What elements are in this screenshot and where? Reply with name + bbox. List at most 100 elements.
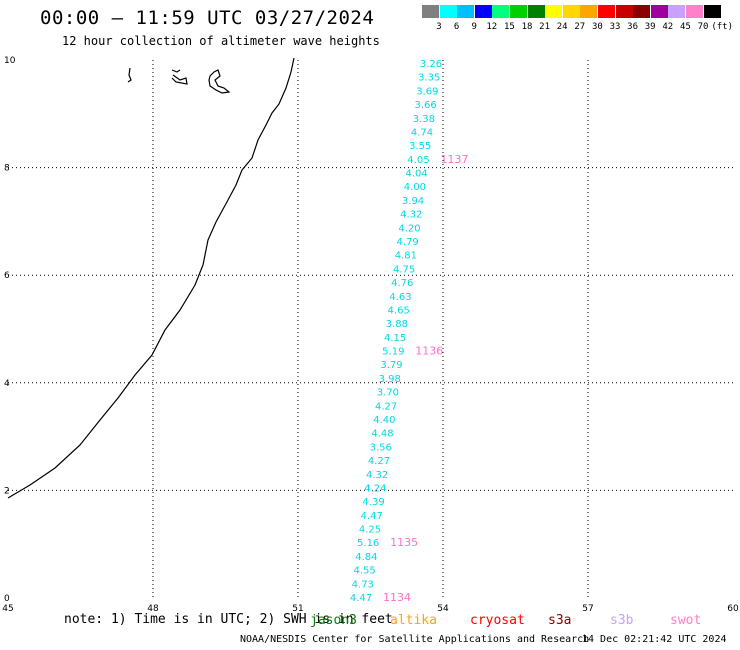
- y-tick-label: 2: [4, 486, 10, 496]
- wave-height-value: 3.98: [379, 374, 401, 385]
- legend-swatch: [562, 5, 580, 18]
- satellite-name: swot: [670, 613, 702, 628]
- track-labels: 1137 1136 1135 1134: [383, 153, 468, 604]
- x-tick-label: 60: [727, 604, 739, 614]
- track-number-label: 1134: [383, 591, 411, 604]
- wave-height-value: 3.70: [377, 388, 399, 399]
- legend-label: 3: [436, 22, 442, 32]
- wave-height-value: 4.47: [361, 511, 383, 522]
- wave-height-labels: 3.26 3.35 3.69 3.66 3.38 4.74 3.55 4.05 4.04 4.00…: [350, 59, 442, 604]
- wave-height-value: 4.73: [352, 579, 374, 590]
- satellite-name: s3a: [548, 613, 572, 628]
- legend-label: 6: [453, 22, 460, 32]
- x-tick-label: 48: [147, 604, 159, 614]
- wave-height-value: 4.05: [407, 155, 429, 166]
- y-tick-label: 4: [4, 379, 10, 389]
- credit-line: NOAA/NESDIS Center for Satellite Applica…: [240, 634, 590, 645]
- legend-label: 27: [574, 22, 586, 32]
- legend-label: 39: [644, 22, 656, 32]
- legend-label: 42: [662, 22, 674, 32]
- wave-height-value: 4.63: [389, 292, 411, 303]
- wave-height-value: 3.35: [418, 73, 440, 84]
- wave-height-value: 4.24: [364, 483, 386, 494]
- legend-swatch: [633, 5, 651, 18]
- legend-swatch: [668, 5, 686, 18]
- legend-swatch: [703, 5, 721, 18]
- legend-label: 21: [539, 22, 551, 32]
- wave-height-value: 3.26: [420, 59, 442, 70]
- chart-title: 00:00 — 11:59 UTC 03/27/2024: [40, 7, 375, 29]
- island-3: [208, 69, 231, 94]
- satellite-name: cryosat: [470, 613, 525, 628]
- legend-swatch: [650, 5, 668, 18]
- wave-height-value: 3.55: [409, 141, 431, 152]
- coastline: [7, 57, 295, 499]
- wave-height-value: 5.16: [357, 538, 379, 549]
- wave-height-value: 4.74: [411, 127, 433, 138]
- x-tick-label: 51: [292, 604, 303, 614]
- wave-height-value: 3.56: [370, 442, 392, 453]
- legend-label: 9: [471, 22, 477, 32]
- x-tick-label: 54: [437, 604, 449, 614]
- wave-height-value: 4.00: [404, 182, 426, 193]
- legend-unit: (ft): [711, 22, 734, 32]
- wave-height-value: 3.66: [414, 100, 436, 111]
- wave-height-value: 3.94: [402, 196, 424, 207]
- legend-swatch: [492, 5, 510, 18]
- legend-swatch: [474, 5, 492, 18]
- wave-height-value: 5.19: [382, 347, 404, 358]
- footer-note: note: 1) Time is in UTC; 2) SWH is in fe…: [64, 612, 393, 627]
- legend-swatch: [580, 5, 598, 18]
- wave-height-value: 4.32: [366, 470, 388, 481]
- legend-label: 45: [679, 22, 691, 32]
- axis-tick-labels: 45 48 51 54 57 60 0 2 4 6 8 10: [2, 56, 739, 614]
- wave-height-value: 4.39: [362, 497, 384, 508]
- satellite-name: altika: [390, 613, 437, 628]
- x-tick-label: 45: [2, 604, 13, 614]
- legend-swatch: [598, 5, 615, 18]
- wave-height-value: 3.79: [380, 360, 402, 371]
- legend-swatch: [439, 5, 457, 18]
- island-1: [127, 67, 132, 83]
- wave-height-value: 3.88: [386, 319, 408, 330]
- legend-label: 36: [627, 22, 639, 32]
- legend-label: 15: [503, 22, 515, 32]
- legend-label: 18: [521, 22, 533, 32]
- satellite-name: s3b: [610, 613, 634, 628]
- wave-height-value: 4.32: [400, 210, 422, 221]
- chart-subtitle: 12 hour collection of altimeter wave hei…: [62, 34, 380, 48]
- legend-label: 12: [486, 22, 498, 32]
- legend-label: 33: [609, 22, 621, 32]
- wave-height-value: 3.69: [416, 86, 438, 97]
- wave-height-value: 4.65: [388, 305, 410, 316]
- legend-label: 24: [556, 22, 568, 32]
- wave-height-value: 4.84: [355, 552, 377, 563]
- track-number-label: 1136: [415, 345, 443, 358]
- wave-height-value: 4.47: [350, 593, 372, 604]
- legend-swatch: [527, 5, 545, 18]
- wave-height-value: 4.81: [395, 251, 417, 262]
- wave-height-value: 4.25: [359, 525, 381, 536]
- wave-height-value: 4.76: [391, 278, 413, 289]
- legend-swatch: [686, 5, 703, 18]
- y-tick-label: 10: [4, 56, 16, 66]
- y-tick-label: 8: [4, 164, 10, 174]
- wave-height-value: 4.40: [373, 415, 395, 426]
- legend-label: 30: [591, 22, 603, 32]
- legend-swatch: [545, 5, 563, 18]
- wave-height-value: 4.27: [368, 456, 390, 467]
- legend-swatch: [422, 5, 439, 18]
- y-tick-label: 0: [4, 594, 10, 604]
- wave-height-value: 4.75: [393, 264, 415, 275]
- island-2: [171, 69, 188, 85]
- legend-swatch: [615, 5, 633, 18]
- legend-label: 70: [697, 22, 709, 32]
- wave-height-value: 4.79: [397, 237, 419, 248]
- wave-height-value: 4.20: [398, 223, 420, 234]
- legend-swatch: [457, 5, 475, 18]
- wave-height-value: 4.04: [406, 169, 428, 180]
- track-number-label: 1135: [390, 536, 418, 549]
- satellite-name: jason3: [310, 613, 357, 628]
- wave-height-value: 3.38: [413, 114, 435, 125]
